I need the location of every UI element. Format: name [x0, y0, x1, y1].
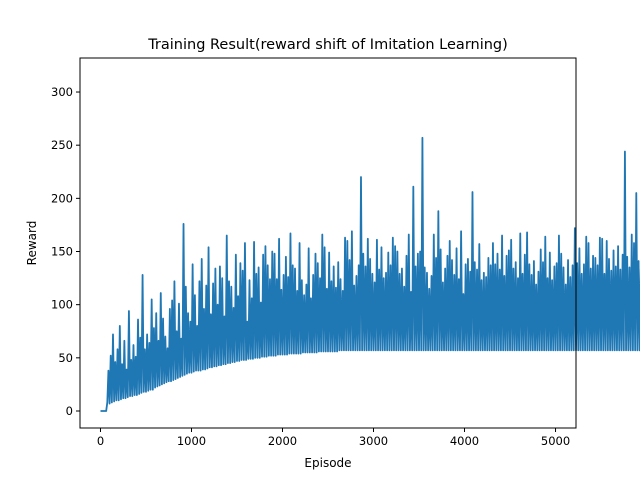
y-axis-label: Reward: [25, 221, 39, 266]
series-line-0: [100, 136, 640, 412]
x-tick-label: 4000: [450, 434, 479, 448]
axes-frame: [79, 57, 577, 429]
y-tick-label: 300: [51, 85, 73, 99]
x-tick-label: 5000: [541, 434, 570, 448]
x-axis-label: Episode: [304, 456, 351, 470]
y-tick-label: 0: [66, 404, 73, 418]
axis-ticks: 0 1000 2000 3000 4000 5000 0 50 100 150 200 250 300: [51, 85, 570, 448]
x-tick-label: 2000: [268, 434, 297, 448]
y-tick-label: 150: [51, 245, 73, 259]
x-tick-label: 1000: [177, 434, 206, 448]
y-tick-label: 200: [51, 191, 73, 205]
x-tick-label: 3000: [359, 434, 388, 448]
y-tick-label: 100: [51, 298, 73, 312]
chart-title: Training Result(reward shift of Imitatio…: [147, 37, 508, 53]
x-tick-label: 0: [97, 434, 104, 448]
y-tick-label: 250: [51, 138, 73, 152]
plot-area: [100, 136, 640, 412]
y-tick-label: 50: [58, 351, 73, 365]
